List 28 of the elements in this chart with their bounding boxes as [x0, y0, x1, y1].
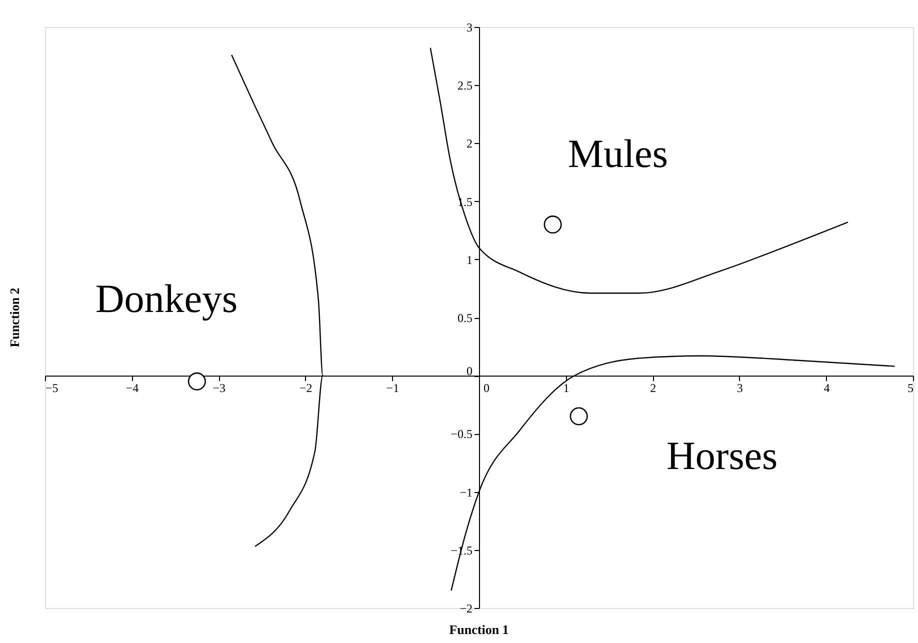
- x-tick-label: −2: [300, 381, 312, 396]
- x-tick-label: 3: [736, 381, 743, 396]
- point: [188, 372, 206, 390]
- x-tick-label: 1: [563, 381, 570, 396]
- x-tick-label: 5: [908, 381, 914, 396]
- y-tick-label: −2: [460, 602, 472, 616]
- point: [544, 216, 562, 234]
- y-tick-label: 1: [466, 252, 472, 267]
- y-tick-label: −1: [460, 485, 472, 500]
- y-tick-label: 0: [466, 364, 472, 378]
- y-tick-label: 2: [466, 136, 472, 151]
- x-tick-label: −3: [212, 381, 226, 396]
- x-tick-label: −1: [386, 381, 400, 396]
- y-axis-title: Function 2: [7, 288, 22, 348]
- annotation: Horses: [666, 432, 778, 478]
- x-tick-label: −4: [126, 381, 139, 396]
- annotation: Donkeys: [95, 276, 238, 322]
- x-tick-label: 2: [650, 381, 656, 396]
- point: [570, 407, 588, 426]
- y-tick-label: −0.5: [450, 427, 472, 442]
- y-tick-label: 3: [466, 20, 472, 34]
- y-tick-label: 0.5: [458, 311, 472, 325]
- x-tick-label: 4: [824, 381, 830, 396]
- annotation: Mules: [568, 130, 668, 176]
- x-axis-title: Function 1: [449, 622, 509, 637]
- x-tick-label: 0: [484, 381, 490, 396]
- x-tick-label: −5: [46, 381, 58, 396]
- y-tick-label: 2.5: [458, 78, 472, 93]
